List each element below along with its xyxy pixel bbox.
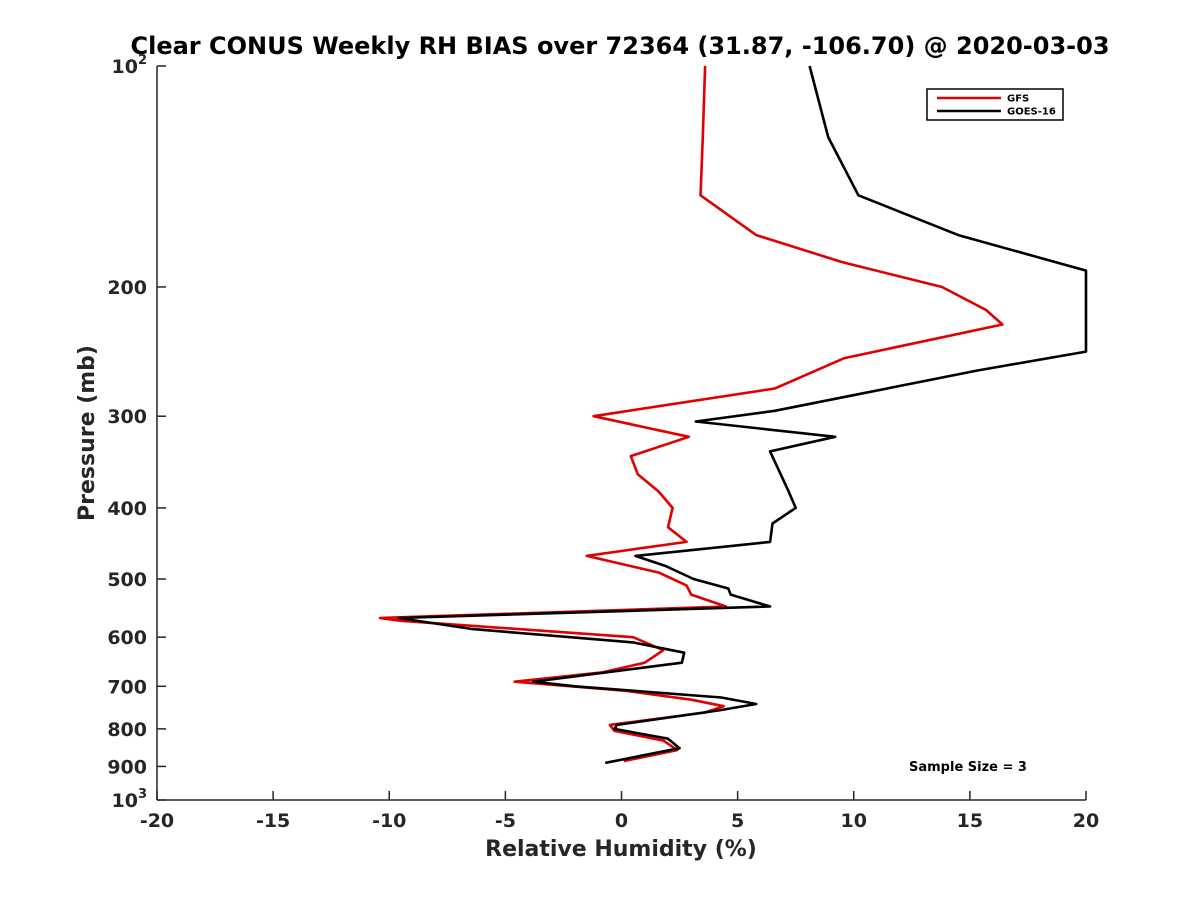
x-tick-label: -10 (372, 810, 406, 832)
y-tick-label-base: 400 (107, 498, 147, 520)
x-tick-label: 20 (1073, 810, 1099, 832)
y-tick-label: 500 (107, 569, 147, 591)
series-line-1 (397, 65, 1088, 765)
y-tick-label-exponent: 2 (138, 53, 147, 68)
series-line-0 (378, 65, 1004, 763)
y-tick-label-base: 600 (107, 627, 147, 649)
y-tick-label-base: 500 (107, 569, 147, 591)
plot-area (378, 65, 1088, 765)
legend-label-gfs: GFS (1007, 94, 1029, 105)
y-tick-label-base: 200 (107, 277, 147, 299)
sample-size-annotation: Sample Size = 3 (909, 760, 1027, 775)
y-axis-label: Pressure (mb) (75, 345, 100, 521)
y-tick-label-base: 300 (107, 406, 147, 428)
y-tick-label-base: 800 (107, 719, 147, 741)
chart-title: Clear CONUS Weekly RH BIAS over 72364 (3… (130, 32, 1109, 60)
y-tick-label: 400 (107, 498, 147, 520)
x-tick-label: 10 (841, 810, 867, 832)
y-tick-label: 800 (107, 719, 147, 741)
legend: GFS GOES-16 (926, 88, 1064, 121)
y-tick-label-base: 900 (107, 756, 147, 778)
x-tick-label: -20 (140, 810, 174, 832)
y-tick-label: 700 (107, 676, 147, 698)
y-tick-label: 900 (107, 756, 147, 778)
y-tick-label: 600 (107, 627, 147, 649)
x-tick-label: -5 (495, 810, 516, 832)
axes: -20 -15 -10 -5 0 5 10 15 20102200300400500600700… (107, 53, 1099, 832)
x-tick-label: 15 (957, 810, 983, 832)
legend-label-goes16: GOES-16 (1007, 107, 1056, 118)
x-tick-label: 5 (731, 810, 744, 832)
y-tick-label: 102 (112, 53, 148, 78)
x-tick-label: -15 (256, 810, 290, 832)
y-tick-label-base: 700 (107, 676, 147, 698)
x-axis-label: Relative Humidity (%) (485, 837, 757, 862)
y-tick-label: 103 (112, 787, 148, 812)
y-tick-label-base: 10 (112, 56, 138, 78)
y-tick-label: 200 (107, 277, 147, 299)
y-tick-label-exponent: 3 (138, 787, 147, 802)
x-tick-label: 0 (615, 810, 628, 832)
y-tick-label: 300 (107, 406, 147, 428)
y-tick-label-base: 10 (112, 790, 138, 812)
legend-box (926, 88, 1064, 121)
